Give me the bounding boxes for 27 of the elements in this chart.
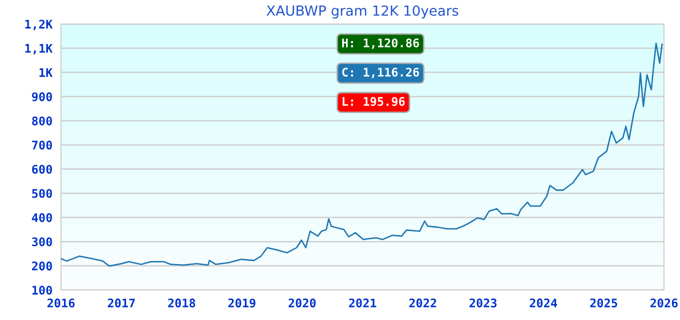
x-tick-label: 2021 [349, 298, 376, 308]
y-tick-label: 300 [32, 237, 52, 246]
y-tick-label: 200 [32, 262, 52, 270]
x-tick-label: 2017 [108, 298, 135, 308]
x-tick-label: 2023 [470, 298, 497, 308]
annotation: C: 1,116.26 [342, 68, 419, 78]
annotation: H: 1,120.86 [342, 38, 419, 49]
y-tick-label: 1,2K [25, 20, 53, 30]
x-tick-label: 2024 [530, 298, 558, 308]
y-tick-label: 800 [32, 116, 52, 126]
x-tick-label: 2016 [47, 298, 75, 308]
y-tick-label: 600 [32, 164, 52, 174]
chart-title: XAUBWP gram 12K 10years [266, 5, 458, 19]
y-tick-label: 700 [32, 140, 52, 150]
x-tick-label: 2019 [228, 298, 256, 308]
annotation: L: 195.96 [342, 96, 405, 106]
y-tick-label: 900 [32, 92, 52, 102]
y-tick-label: 1K [40, 68, 53, 77]
y-tick-label: 1,1K [25, 44, 53, 54]
y-tick-label: 100 [32, 286, 52, 295]
x-tick-label: 2022 [409, 298, 436, 308]
x-tick-label: 2018 [168, 298, 196, 308]
x-tick-label: 2025 [590, 298, 618, 308]
x-tick-label: 2020 [288, 298, 316, 308]
y-tick-label: 500 [32, 188, 52, 198]
x-tick-label: 2026 [650, 298, 678, 308]
y-tick-label: 400 [32, 213, 52, 222]
